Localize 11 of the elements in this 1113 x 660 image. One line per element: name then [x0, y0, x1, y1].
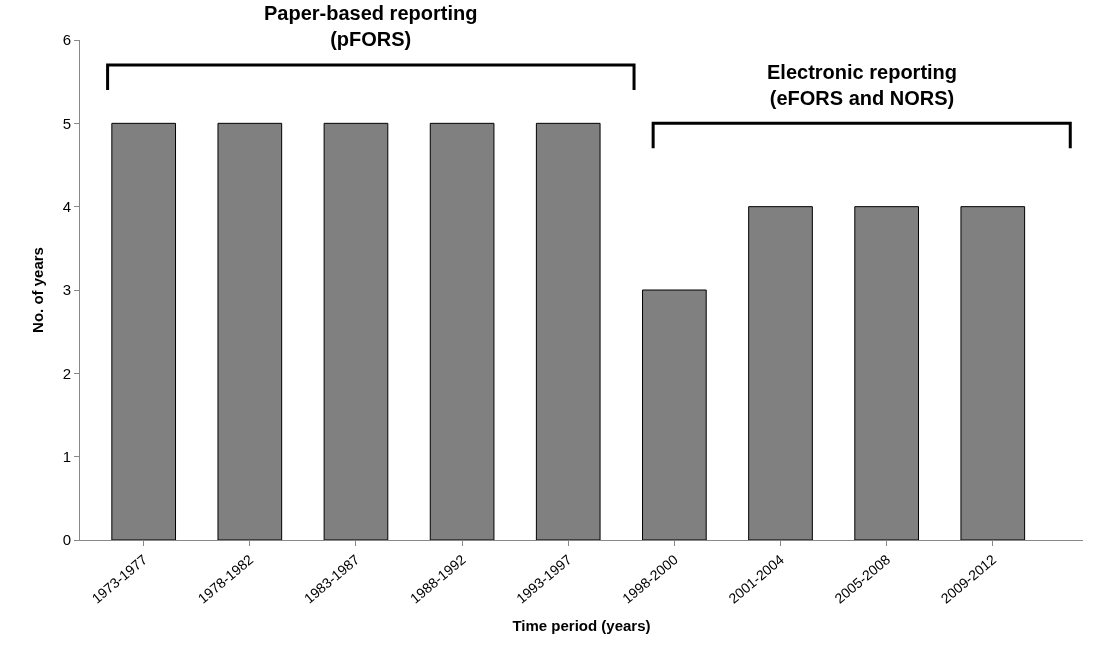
annotation: Electronic reporting (eFORS and NORS): [767, 61, 958, 109]
y-tick-label: 0: [62, 531, 71, 549]
annotation: Paper-based reporting (pFORS): [264, 2, 478, 50]
y-tick-label: 6: [62, 31, 71, 49]
y-tick-label: 4: [62, 197, 71, 215]
y-axis-title: No. of years: [28, 247, 46, 333]
y-tick-label: 2: [62, 364, 71, 382]
y-tick-label: 3: [62, 281, 71, 299]
x-axis-title: Time period (years): [512, 617, 651, 635]
y-tick-label: 5: [62, 114, 71, 132]
y-tick-label: 1: [62, 447, 71, 465]
